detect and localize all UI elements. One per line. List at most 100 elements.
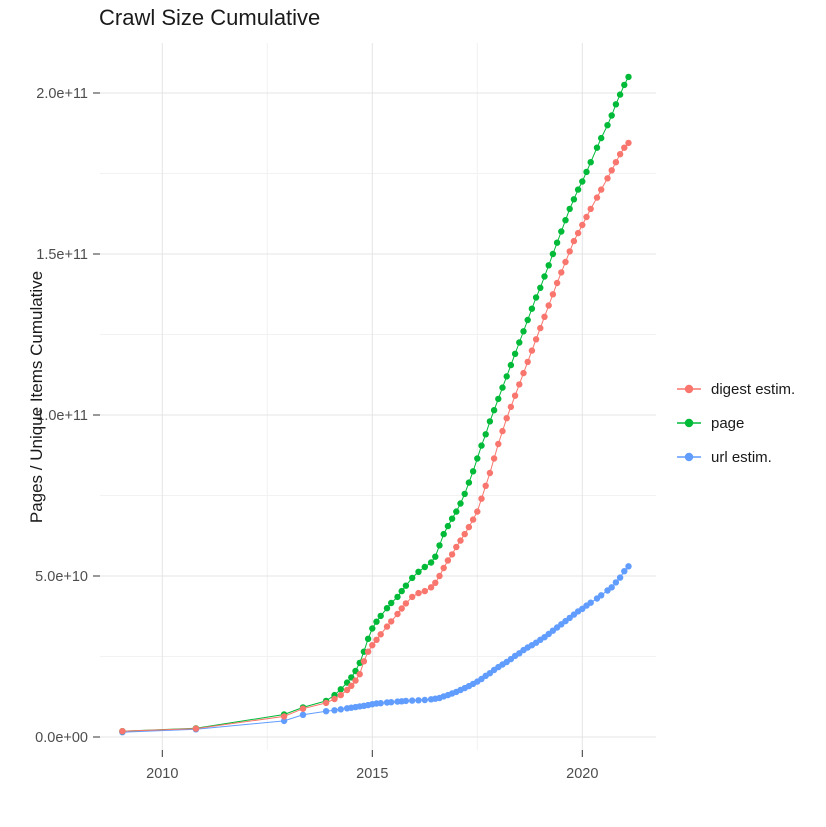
data-point <box>579 178 586 185</box>
y-axis-title: Pages / Unique Items Cumulative <box>27 270 46 524</box>
chart-title: Crawl Size Cumulative <box>99 5 321 30</box>
legend-item: page <box>674 406 795 440</box>
data-point <box>520 328 527 335</box>
data-point <box>465 479 473 486</box>
data-point <box>409 697 416 704</box>
data-point <box>343 686 351 694</box>
data-point <box>616 574 624 581</box>
data-point <box>415 589 422 597</box>
data-point <box>383 605 391 612</box>
series-digest-estim <box>119 139 632 735</box>
x-tick-label: 2015 <box>356 766 388 782</box>
data-point <box>608 167 615 174</box>
data-point <box>570 196 578 203</box>
data-point <box>394 610 401 618</box>
data-point <box>457 500 464 507</box>
data-point <box>621 81 628 89</box>
x-tick-label: 2010 <box>146 766 178 782</box>
data-point <box>453 508 460 515</box>
legend: digest estim. page url estim. <box>674 372 795 474</box>
data-point <box>192 725 200 732</box>
data-point <box>322 699 330 707</box>
y-tick-label: 1.5e+11 <box>36 247 88 263</box>
data-point <box>388 699 395 706</box>
data-point <box>478 495 485 502</box>
data-point <box>587 205 594 213</box>
data-point <box>280 713 288 720</box>
data-point <box>486 469 494 477</box>
data-point <box>593 194 601 201</box>
data-point <box>598 134 605 142</box>
data-point <box>436 542 443 549</box>
data-point <box>369 625 376 632</box>
data-point <box>352 677 359 684</box>
data-point <box>612 101 620 108</box>
y-tick-label: 2.0e+11 <box>36 86 88 102</box>
data-point <box>486 418 494 425</box>
grid-major-lines <box>100 43 656 750</box>
legend-key-icon <box>677 384 701 394</box>
data-point <box>507 361 515 369</box>
legend-label: digest estim. <box>711 380 796 398</box>
data-point <box>549 291 557 298</box>
data-point <box>474 455 481 462</box>
data-point <box>612 579 620 586</box>
data-point <box>553 279 561 287</box>
data-point <box>482 482 489 489</box>
data-point <box>322 708 330 715</box>
data-point <box>541 273 548 280</box>
data-point <box>453 543 460 551</box>
data-point <box>537 284 544 291</box>
data-point <box>490 455 498 462</box>
data-point <box>409 574 416 582</box>
data-point <box>394 593 401 601</box>
data-point <box>331 707 338 714</box>
data-point <box>608 112 615 119</box>
data-point <box>604 122 611 129</box>
data-point <box>545 302 552 309</box>
data-point <box>612 159 620 166</box>
legend-item: url estim. <box>674 440 795 474</box>
data-point <box>369 642 376 649</box>
y-tick-label: 1.0e+11 <box>36 408 88 424</box>
data-point <box>528 347 536 354</box>
data-point <box>537 324 544 332</box>
data-point <box>532 294 540 301</box>
legend-key-icon <box>677 452 701 462</box>
data-point <box>360 658 368 665</box>
data-point <box>373 618 380 625</box>
data-point <box>427 584 435 591</box>
data-point <box>524 358 531 366</box>
data-point <box>427 559 435 566</box>
y-tick-label: 0.0e+00 <box>35 730 88 746</box>
data-point <box>469 516 477 523</box>
data-point <box>432 553 439 560</box>
data-point <box>364 635 372 642</box>
data-point <box>511 350 519 357</box>
data-point <box>621 144 628 151</box>
data-point <box>625 73 632 81</box>
data-point <box>348 682 355 689</box>
data-point <box>528 305 536 312</box>
data-point <box>574 186 582 193</box>
data-point <box>570 237 578 245</box>
data-point <box>388 618 395 625</box>
data-point <box>337 706 344 713</box>
data-point <box>604 175 611 182</box>
data-point <box>625 139 632 147</box>
data-point <box>482 431 489 438</box>
grid-minor-lines <box>100 43 656 750</box>
y-tick-label: 5.0e+10 <box>35 569 88 585</box>
data-point <box>558 269 565 276</box>
data-point <box>383 623 391 630</box>
data-point <box>299 705 307 712</box>
x-tick-label: 2020 <box>566 766 598 782</box>
data-point <box>364 648 372 655</box>
data-point <box>499 427 506 435</box>
data-point <box>398 587 405 595</box>
data-point <box>507 403 515 411</box>
data-point <box>356 671 363 678</box>
data-point <box>398 605 405 612</box>
